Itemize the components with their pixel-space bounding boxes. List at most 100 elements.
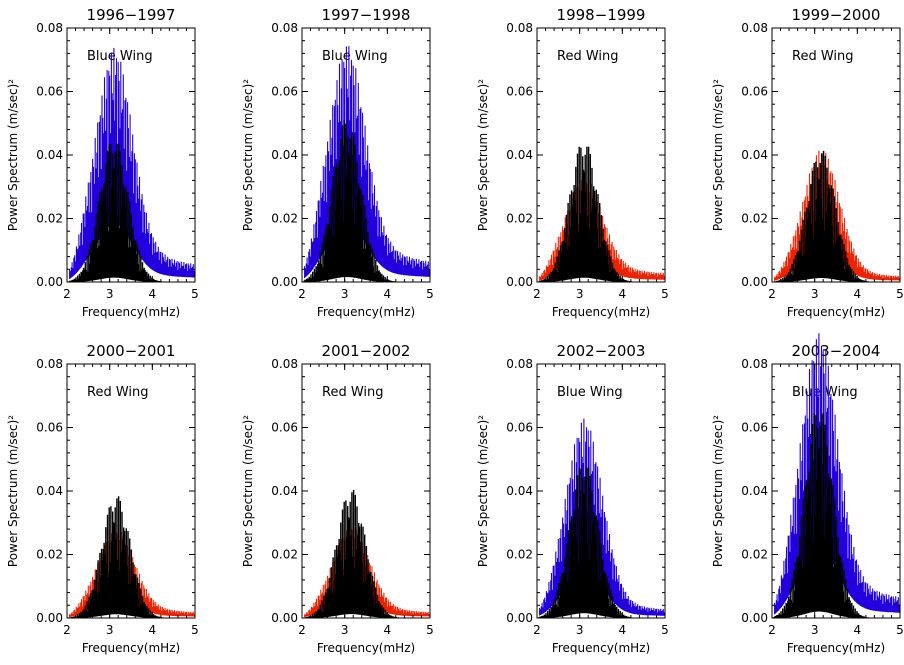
chart-panel: 1996−1997 Blue Wing 0.00 0.02 0.04 0.06 0.08 2 3… bbox=[6, 6, 199, 319]
y-tick-label: 0.04 bbox=[36, 484, 63, 498]
x-axis-label: Frequency(mHz) bbox=[787, 641, 885, 655]
chart-panel: 2003−2004Blue Wing0.000.020.040.060.082 3… bbox=[711, 333, 904, 655]
x-axis-label: Frequency(mHz) bbox=[317, 305, 415, 319]
y-axis-label: Power Spectrum (m/sec)² bbox=[476, 415, 490, 567]
y-axis-label: Power Spectrum (m/sec)² bbox=[711, 79, 725, 231]
y-axis-label: Power Spectrum (m/sec)² bbox=[241, 415, 255, 567]
x-axis-label: Frequency(mHz) bbox=[552, 641, 650, 655]
x-tick-label: 4 bbox=[149, 287, 157, 301]
wing-annotation: Blue Wing bbox=[322, 49, 388, 64]
y-tick-label: 0.06 bbox=[741, 85, 768, 99]
y-tick-label: 0.02 bbox=[506, 212, 533, 226]
y-tick-label: 0.08 bbox=[506, 21, 533, 35]
y-tick-label: 0.02 bbox=[271, 212, 298, 226]
wing-annotation: Red Wing bbox=[557, 49, 619, 64]
y-tick-label: 0.00 bbox=[271, 611, 298, 625]
y-tick-label: 0.08 bbox=[741, 21, 768, 35]
y-tick-label: 0.08 bbox=[741, 357, 768, 371]
x-tick-label: 2 bbox=[533, 287, 541, 301]
y-tick-label: 0.02 bbox=[741, 548, 768, 562]
y-tick-label: 0.04 bbox=[741, 484, 768, 498]
chart-panel: 1999−2000 Red Wing 0.00 0.02 0.04 0.06 0.08 2 3 4… bbox=[711, 6, 904, 319]
chart-title: 1997−1998 bbox=[322, 6, 411, 24]
y-tick-label: 0.00 bbox=[741, 611, 768, 625]
y-axis-label: Power Spectrum (m/sec)² bbox=[241, 79, 255, 231]
chart-panel: 2002−2003 Blue Wing 0.00 0.02 0.04 0.06 0.08 2 3… bbox=[476, 342, 669, 655]
y-tick-label: 0.00 bbox=[741, 275, 768, 289]
y-tick-label: 0.06 bbox=[36, 85, 63, 99]
wing-annotation: Red Wing bbox=[87, 385, 149, 400]
y-axis-label: Power Spectrum (m/sec)² bbox=[711, 415, 725, 567]
x-tick-label: 4 bbox=[149, 623, 157, 637]
y-tick-label: 0.02 bbox=[741, 212, 768, 226]
wing-annotation: Blue Wing bbox=[87, 49, 153, 64]
y-tick-label: 0.00 bbox=[506, 611, 533, 625]
y-tick-label: 0.06 bbox=[271, 421, 298, 435]
chart-title: 2001−2002 bbox=[322, 342, 411, 360]
chart-panel: 2000−2001Red Wing0.000.020.040.060.082 3 4… bbox=[6, 342, 199, 655]
chart-panel: 2001−2002 Red Wing 0.00 0.02 0.04 0.06 0.08 2 3 4… bbox=[241, 342, 434, 655]
chart-title: 1996−1997 bbox=[87, 6, 176, 24]
y-tick-label: 0.08 bbox=[271, 357, 298, 371]
y-tick-label: 0.02 bbox=[271, 548, 298, 562]
y-tick-label: 0.04 bbox=[741, 148, 768, 162]
y-tick-label: 0.08 bbox=[36, 21, 63, 35]
y-tick-label: 0.08 bbox=[271, 21, 298, 35]
x-tick-label: 2 bbox=[298, 287, 306, 301]
y-tick-label: 0.00 bbox=[506, 275, 533, 289]
x-tick-label: 3 bbox=[106, 287, 114, 301]
y-tick-label: 0.08 bbox=[36, 357, 63, 371]
x-tick-label: 5 bbox=[661, 623, 669, 637]
x-tick-label: 4 bbox=[854, 287, 862, 301]
chart-title: 1999−2000 bbox=[792, 6, 881, 24]
x-tick-label: 3 bbox=[341, 287, 349, 301]
y-tick-label: 0.04 bbox=[271, 484, 298, 498]
y-tick-label: 0.04 bbox=[506, 148, 533, 162]
x-tick-label: 3 bbox=[576, 623, 584, 637]
x-axis-label: Frequency(mHz) bbox=[82, 641, 180, 655]
y-axis-label: Power Spectrum (m/sec)² bbox=[476, 79, 490, 231]
x-tick-label: 5 bbox=[896, 287, 904, 301]
x-tick-label: 4 bbox=[384, 623, 392, 637]
y-tick-label: 0.00 bbox=[36, 275, 63, 289]
y-tick-label: 0.00 bbox=[36, 611, 63, 625]
x-tick-label: 3 bbox=[576, 287, 584, 301]
y-tick-label: 0.06 bbox=[36, 421, 63, 435]
wing-annotation: Red Wing bbox=[792, 49, 854, 64]
x-tick-label: 4 bbox=[854, 623, 862, 637]
chart-title: 1998−1999 bbox=[557, 6, 646, 24]
wing-annotation: Blue Wing bbox=[557, 385, 623, 400]
y-tick-label: 0.06 bbox=[506, 421, 533, 435]
x-axis-label: Frequency(mHz) bbox=[787, 305, 885, 319]
y-tick-label: 0.04 bbox=[36, 148, 63, 162]
y-tick-label: 0.00 bbox=[271, 275, 298, 289]
y-tick-label: 0.02 bbox=[506, 548, 533, 562]
chart-panel: 1997−1998 Blue Wing 0.00 0.02 0.04 0.06 0.08 2 3… bbox=[241, 6, 434, 319]
x-tick-label: 2 bbox=[63, 287, 71, 301]
y-tick-label: 0.04 bbox=[506, 484, 533, 498]
x-tick-label: 3 bbox=[341, 623, 349, 637]
y-tick-label: 0.02 bbox=[36, 548, 63, 562]
x-tick-label: 5 bbox=[426, 623, 434, 637]
wing-annotation: Blue Wing bbox=[792, 385, 858, 400]
x-tick-label: 3 bbox=[106, 623, 114, 637]
x-tick-label: 2 bbox=[63, 623, 71, 637]
y-axis-label: Power Spectrum (m/sec)² bbox=[6, 79, 20, 231]
x-tick-label: 2 bbox=[768, 287, 776, 301]
x-tick-label: 4 bbox=[384, 287, 392, 301]
y-tick-label: 0.04 bbox=[271, 148, 298, 162]
y-tick-label: 0.06 bbox=[271, 85, 298, 99]
x-tick-label: 3 bbox=[811, 287, 819, 301]
chart-title: 2002−2003 bbox=[557, 342, 646, 360]
x-tick-label: 2 bbox=[298, 623, 306, 637]
x-tick-label: 4 bbox=[619, 623, 627, 637]
y-tick-label: 0.08 bbox=[506, 357, 533, 371]
x-tick-label: 5 bbox=[191, 623, 199, 637]
x-tick-label: 5 bbox=[426, 287, 434, 301]
x-axis-label: Frequency(mHz) bbox=[552, 305, 650, 319]
x-axis-label: Frequency(mHz) bbox=[82, 305, 180, 319]
chart-panel: 1998−1999 Red Wing 0.00 0.02 0.04 0.06 0.08 2 3 4… bbox=[476, 6, 669, 319]
x-tick-label: 4 bbox=[619, 287, 627, 301]
x-tick-label: 3 bbox=[811, 623, 819, 637]
